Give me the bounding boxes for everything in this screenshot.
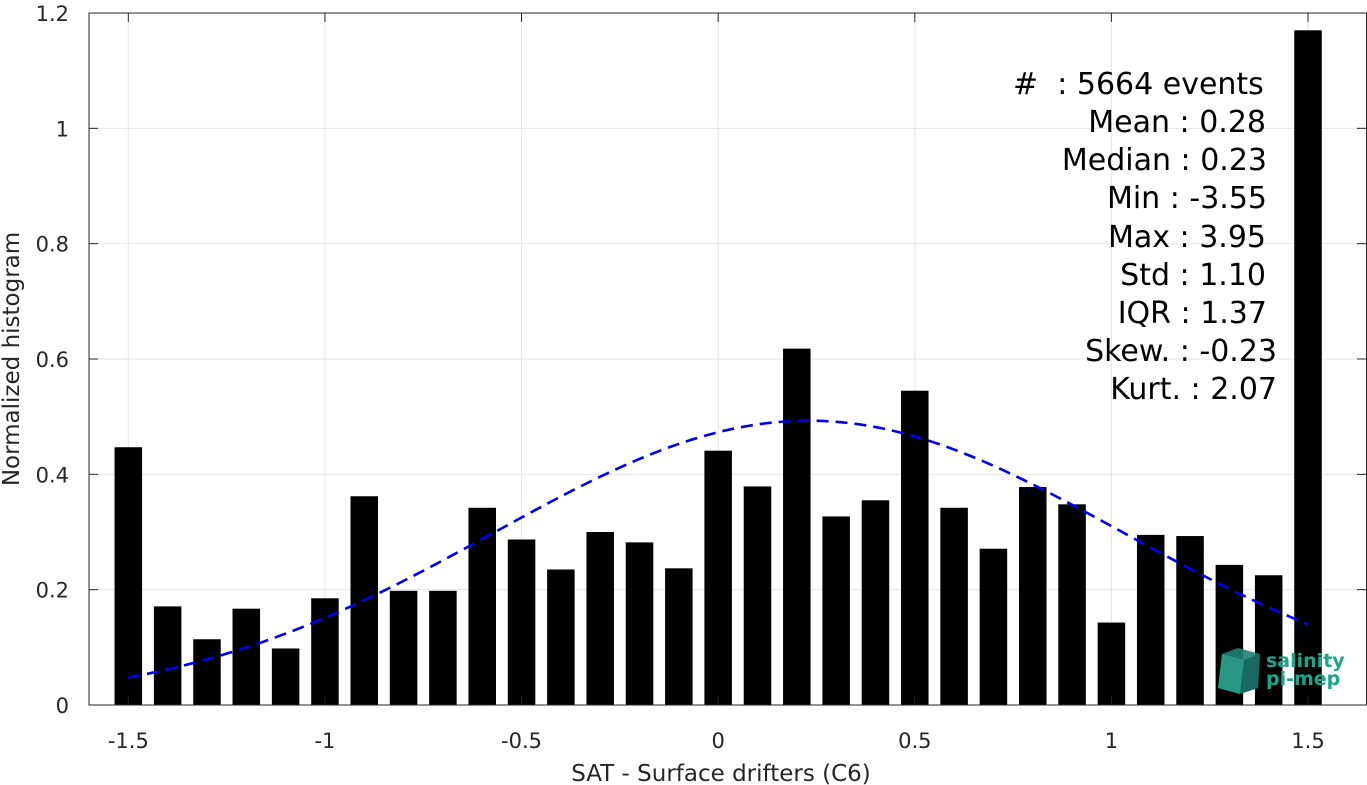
- histogram-bar: [586, 532, 614, 705]
- histogram-bar: [1136, 534, 1165, 705]
- histogram-bar: [704, 450, 732, 705]
- histogram-bar: [901, 390, 929, 705]
- stat-skew: Skew. : -0.23: [1085, 334, 1277, 369]
- histogram-bar: [114, 447, 143, 705]
- x-tick-label: 0: [711, 729, 724, 753]
- y-tick-label: 0.2: [36, 579, 69, 603]
- x-tick-label: 1.5: [1291, 729, 1324, 753]
- stat-count: # : 5664 events: [1013, 67, 1264, 102]
- histogram-bar: [783, 348, 811, 705]
- y-tick-label: 0: [56, 694, 69, 718]
- histogram-bar: [193, 639, 221, 705]
- histogram-bar: [468, 507, 496, 705]
- histogram-bar: [822, 516, 850, 705]
- histogram-bar: [153, 606, 182, 705]
- histogram-bar: [979, 548, 1008, 705]
- x-tick-label: -1.5: [108, 729, 149, 753]
- stat-kurt: Kurt. : 2.07: [1110, 372, 1277, 407]
- x-axis-label: SAT - Surface drifters (C6): [571, 761, 871, 785]
- y-tick-label: 0.8: [36, 233, 69, 257]
- histogram-bar: [1097, 622, 1126, 705]
- histogram-bar: [271, 648, 300, 705]
- stat-min: Min : -3.55: [1107, 181, 1267, 216]
- histogram-bar: [232, 608, 261, 705]
- histogram-bar: [1294, 30, 1322, 706]
- histogram-bar: [507, 539, 536, 705]
- x-tick-label: 1: [1105, 729, 1118, 753]
- histogram-bar: [743, 486, 772, 705]
- histogram-bar: [311, 598, 339, 705]
- y-axis-label: Normalized histogram: [0, 232, 25, 486]
- histogram-bar: [940, 507, 968, 705]
- stat-mean: Mean : 0.28: [1088, 105, 1266, 140]
- bar-series: [114, 30, 1322, 706]
- histogram-bar: [861, 500, 890, 705]
- histogram-bar: [389, 590, 418, 705]
- stat-std: Std : 1.10: [1120, 258, 1266, 293]
- y-tick-labels: 0 0.2 0.4 0.6 0.8 1 1.2: [36, 2, 69, 718]
- y-tick-label: 0.4: [36, 463, 69, 487]
- histogram-bar: [1176, 536, 1204, 705]
- histogram-bar: [1254, 575, 1283, 705]
- histogram-bar: [1018, 487, 1047, 705]
- histogram-bar: [1058, 504, 1086, 705]
- histogram-bar: [665, 568, 693, 705]
- stat-median: Median : 0.23: [1062, 143, 1267, 178]
- stats-box: # : 5664 events Mean : 0.28 Median : 0.2…: [1013, 67, 1277, 407]
- logo-text-pi-mep: pi-mep: [1266, 668, 1340, 690]
- histogram-bar: [547, 569, 575, 705]
- y-tick-label: 0.6: [36, 348, 69, 372]
- stat-max: Max : 3.95: [1108, 220, 1266, 255]
- histogram-bar: [429, 590, 457, 705]
- logo-text-salinity: salinity: [1266, 650, 1345, 672]
- y-tick-label: 1: [56, 117, 69, 141]
- stat-iqr: IQR : 1.37: [1118, 296, 1267, 331]
- x-tick-label: -1: [314, 729, 335, 753]
- y-tick-label: 1.2: [36, 2, 69, 26]
- x-tick-labels: -1.5 -1 -0.5 0 0.5 1 1.5: [108, 729, 1325, 753]
- x-tick-label: 0.5: [898, 729, 931, 753]
- histogram-bar: [625, 542, 654, 705]
- salinity-cube-icon: [1218, 648, 1260, 694]
- x-tick-label: -0.5: [501, 729, 542, 753]
- salinity-logo: salinity pi-mep: [1218, 648, 1345, 694]
